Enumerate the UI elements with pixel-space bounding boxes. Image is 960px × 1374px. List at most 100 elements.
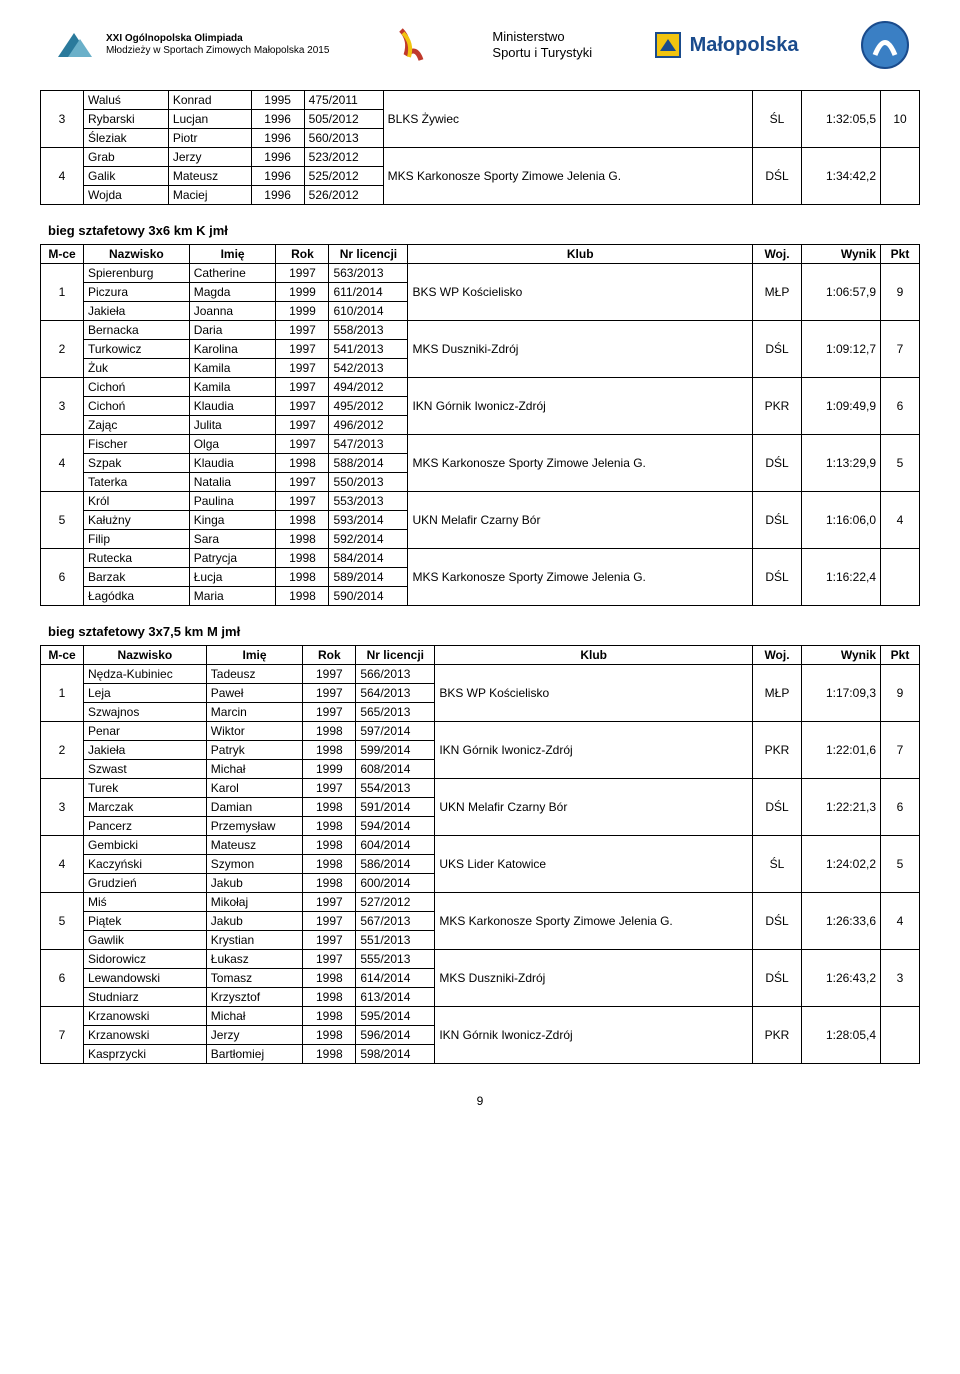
relay-3x7-5-m-table: M-ceNazwiskoImięRokNr licencjiKlubWoj.Wy… (40, 645, 920, 1064)
woj-cell: PKR (753, 1007, 802, 1064)
nazwisko-cell: Penar (84, 722, 207, 741)
nazwisko-cell: Jakieła (84, 741, 207, 760)
imie-cell: Natalia (189, 473, 276, 492)
nazwisko-cell: Kaczyński (84, 855, 207, 874)
table-row: 6SidorowiczŁukasz1997555/2013MKS Dusznik… (41, 950, 920, 969)
rok-cell: 1997 (276, 359, 329, 378)
nazwisko-cell: Filip (84, 530, 190, 549)
col-header-naz: Nazwisko (84, 646, 207, 665)
imie-cell: Łucja (189, 568, 276, 587)
lic-cell: 547/2013 (329, 435, 408, 454)
imie-cell: Tadeusz (206, 665, 303, 684)
rok-cell: 1998 (303, 855, 356, 874)
imie-cell: Krzysztof (206, 988, 303, 1007)
olympiad-line2: Młodzieży w Sportach Zimowych Małopolska… (106, 45, 329, 57)
wynik-cell: 1:09:12,7 (802, 321, 881, 378)
nazwisko-cell: Rutecka (84, 549, 190, 568)
woj-cell: PKR (753, 722, 802, 779)
lic-cell: 595/2014 (356, 1007, 435, 1026)
col-header-woj: Woj. (753, 646, 802, 665)
lic-cell: 590/2014 (329, 587, 408, 606)
table-row: 4FischerOlga1997547/2013MKS Karkonosze S… (41, 435, 920, 454)
wynik-cell: 1:06:57,9 (802, 264, 881, 321)
col-header-naz: Nazwisko (84, 245, 190, 264)
imie-cell: Marcin (206, 703, 303, 722)
lic-cell: 496/2012 (329, 416, 408, 435)
lic-cell: 553/2013 (329, 492, 408, 511)
klub-cell: MKS Karkonosze Sporty Zimowe Jelenia G. (408, 435, 753, 492)
rok-cell: 1998 (303, 722, 356, 741)
lic-cell: 494/2012 (329, 378, 408, 397)
imie-cell: Szymon (206, 855, 303, 874)
lic-cell: 550/2013 (329, 473, 408, 492)
nazwisko-cell: Piątek (84, 912, 207, 931)
lic-cell: 558/2013 (329, 321, 408, 340)
rok-cell: 1997 (276, 397, 329, 416)
woj-cell: DŚL (753, 148, 802, 205)
imie-cell: Mikołaj (206, 893, 303, 912)
nazwisko-cell: Taterka (84, 473, 190, 492)
imie-cell: Klaudia (189, 397, 276, 416)
col-header-imie: Imię (189, 245, 276, 264)
nazwisko-cell: Szpak (84, 454, 190, 473)
nazwisko-cell: Krzanowski (84, 1026, 207, 1045)
wynik-cell: 1:16:06,0 (802, 492, 881, 549)
lic-cell: 560/2013 (304, 129, 383, 148)
lic-cell: 523/2012 (304, 148, 383, 167)
nazwisko-cell: Śleziak (84, 129, 169, 148)
imie-cell: Magda (189, 283, 276, 302)
woj-cell: DŚL (753, 435, 802, 492)
wynik-cell: 1:32:05,5 (802, 91, 881, 148)
rok-cell: 1998 (303, 988, 356, 1007)
rok-cell: 1998 (276, 454, 329, 473)
mce-cell: 3 (41, 779, 84, 836)
imie-cell: Jerzy (168, 148, 251, 167)
woj-cell: MŁP (753, 665, 802, 722)
nazwisko-cell: Jakieła (84, 302, 190, 321)
imie-cell: Mateusz (168, 167, 251, 186)
lic-cell: 600/2014 (356, 874, 435, 893)
wynik-cell: 1:26:43,2 (802, 950, 881, 1007)
pkt-cell: 4 (881, 893, 920, 950)
rok-cell: 1997 (303, 703, 356, 722)
imie-cell: Łukasz (206, 950, 303, 969)
rok-cell: 1996 (251, 186, 304, 205)
nazwisko-cell: Bernacka (84, 321, 190, 340)
lic-cell: 554/2013 (356, 779, 435, 798)
col-header-klub: Klub (435, 646, 753, 665)
lic-cell: 604/2014 (356, 836, 435, 855)
nazwisko-cell: Cichoń (84, 397, 190, 416)
wynik-cell: 1:26:33,6 (802, 893, 881, 950)
mce-cell: 4 (41, 836, 84, 893)
lic-cell: 567/2013 (356, 912, 435, 931)
lic-cell: 542/2013 (329, 359, 408, 378)
nazwisko-cell: Krzanowski (84, 1007, 207, 1026)
klub-cell: IKN Górnik Iwonicz-Zdrój (435, 1007, 753, 1064)
lic-cell: 597/2014 (356, 722, 435, 741)
klub-cell: UKN Melafir Czarny Bór (435, 779, 753, 836)
nazwisko-cell: Studniarz (84, 988, 207, 1007)
nazwisko-cell: Waluś (84, 91, 169, 110)
rok-cell: 1997 (303, 893, 356, 912)
pkt-cell: 3 (881, 950, 920, 1007)
pkt-cell (881, 549, 920, 606)
col-header-wynik: Wynik (802, 245, 881, 264)
lic-cell: 586/2014 (356, 855, 435, 874)
nazwisko-cell: Zając (84, 416, 190, 435)
woj-cell: ŚL (753, 836, 802, 893)
col-header-lic: Nr licencji (356, 646, 435, 665)
nazwisko-cell: Marczak (84, 798, 207, 817)
lic-cell: 526/2012 (304, 186, 383, 205)
ministry-line1: Ministerstwo (492, 29, 592, 45)
imie-cell: Damian (206, 798, 303, 817)
nazwisko-cell: Nędza-Kubiniec (84, 665, 207, 684)
nazwisko-cell: Spierenburg (84, 264, 190, 283)
rok-cell: 1997 (276, 378, 329, 397)
imie-cell: Piotr (168, 129, 251, 148)
olympiad-logo-block: XXI Ogólnopolska Olimpiada Młodzieży w S… (50, 27, 329, 63)
nazwisko-cell: Turek (84, 779, 207, 798)
wynik-cell: 1:13:29,9 (802, 435, 881, 492)
imie-cell: Karolina (189, 340, 276, 359)
ministry-text: Ministerstwo Sportu i Turystyki (492, 29, 592, 60)
col-header-klub: Klub (408, 245, 753, 264)
